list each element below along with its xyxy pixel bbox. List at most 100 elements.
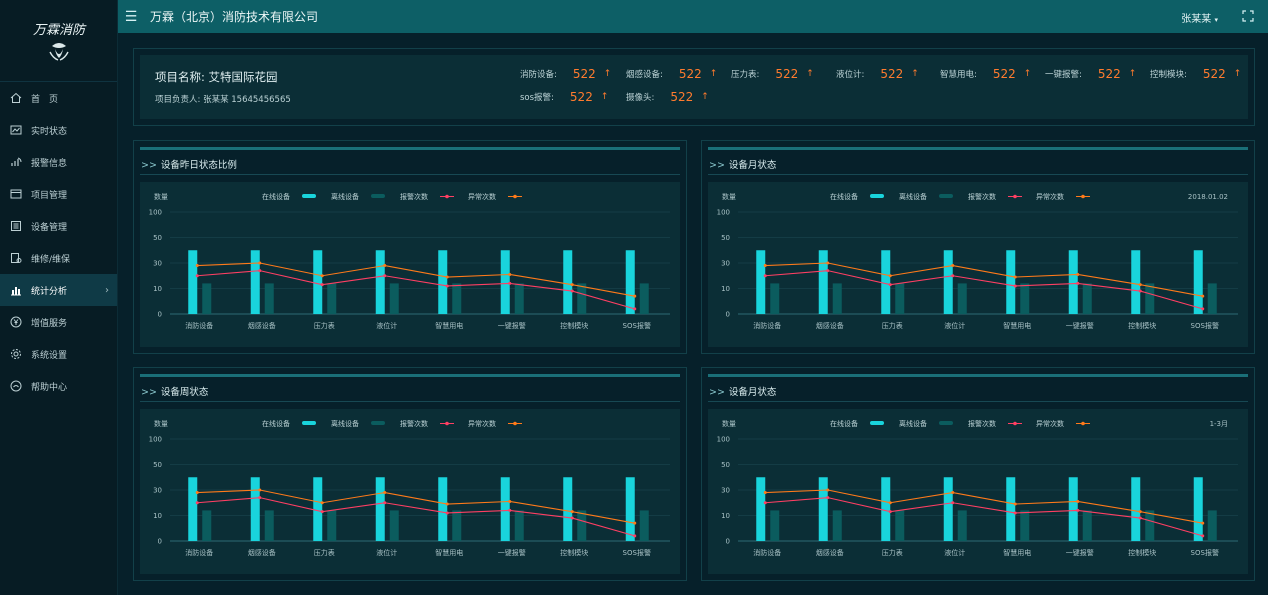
bar-online bbox=[1131, 477, 1141, 541]
monitor-chart-icon bbox=[10, 124, 22, 136]
sidebar-item-3[interactable]: 项目管理 bbox=[0, 178, 117, 210]
bar-offline bbox=[202, 283, 212, 314]
line-abnormal bbox=[197, 262, 635, 297]
legend-alarms-marker bbox=[445, 421, 449, 426]
point-alarms bbox=[508, 508, 512, 512]
bar-online bbox=[625, 250, 635, 314]
point-alarms bbox=[1201, 307, 1205, 311]
x-tick-label: 一键报警 bbox=[498, 321, 526, 330]
y-axis-label: 数量 bbox=[154, 192, 168, 201]
bar-offline bbox=[770, 283, 780, 314]
bar-online bbox=[188, 477, 198, 541]
chart-card-yesterday: >> 设备昨日状态比例 数量 在线设备 离线设备 报警次数 异常次数 100 50 30 10 0 消… bbox=[133, 140, 687, 354]
bar-online bbox=[250, 477, 260, 541]
x-tick-label: 烟感设备 bbox=[816, 321, 844, 330]
yen-circle-icon bbox=[10, 316, 22, 328]
x-tick-label: 烟感设备 bbox=[816, 548, 844, 557]
x-tick-label: 智慧用电 bbox=[435, 321, 463, 330]
bar-online bbox=[1068, 250, 1078, 314]
point-abnormal bbox=[633, 521, 637, 525]
bar-offline bbox=[1207, 510, 1217, 541]
fullscreen-icon[interactable] bbox=[1242, 10, 1254, 22]
sidebar-item-label: 实时状态 bbox=[31, 126, 68, 137]
legend-abnormal-label: 异常次数 bbox=[468, 419, 496, 428]
chevron-down-icon: ▾ bbox=[1214, 16, 1218, 24]
x-tick-label: 消防设备 bbox=[753, 548, 781, 557]
bar-offline bbox=[957, 510, 967, 541]
chart-date: 1-3月 bbox=[1210, 420, 1228, 428]
y-tick-label: 50 bbox=[153, 461, 162, 469]
bar-offline bbox=[452, 283, 462, 314]
y-tick-label: 30 bbox=[153, 260, 162, 268]
arrow-up-icon: ↑ bbox=[603, 69, 612, 79]
chart-title: >> 设备月状态 bbox=[709, 160, 777, 171]
sidebar-item-0[interactable]: 首 页 bbox=[0, 82, 117, 114]
legend-offline-swatch bbox=[939, 421, 953, 425]
bar-offline bbox=[327, 283, 337, 314]
arrow-up-icon: ↑ bbox=[1023, 69, 1032, 79]
sidebar-item-2[interactable]: 报警信息 bbox=[0, 146, 117, 178]
x-tick-label: 压力表 bbox=[882, 321, 903, 330]
line-alarms bbox=[765, 270, 1203, 310]
point-alarms bbox=[826, 269, 830, 273]
stat-item: 摄像头: 522 ↑ bbox=[626, 90, 709, 104]
point-alarms bbox=[1076, 281, 1080, 285]
bar-online bbox=[313, 250, 323, 314]
sidebar-item-4[interactable]: 设备管理 bbox=[0, 210, 117, 242]
user-menu[interactable]: 张某某 ▾ bbox=[1181, 10, 1218, 25]
sidebar-item-9[interactable]: 帮助中心 bbox=[0, 370, 117, 402]
bar-online bbox=[625, 477, 635, 541]
menu-toggle-icon[interactable]: ☰ bbox=[124, 8, 138, 25]
bar-offline bbox=[202, 510, 212, 541]
y-tick-label: 0 bbox=[726, 311, 730, 319]
bar-online bbox=[881, 250, 891, 314]
point-abnormal bbox=[951, 491, 955, 495]
x-tick-label: 消防设备 bbox=[185, 548, 213, 557]
point-abnormal bbox=[258, 488, 262, 492]
point-abnormal bbox=[383, 264, 387, 268]
company-title: 万霖（北京）消防技术有限公司 bbox=[150, 10, 319, 24]
sidebar-item-1[interactable]: 实时状态 bbox=[0, 114, 117, 146]
sidebar-item-8[interactable]: 系统设置 bbox=[0, 338, 117, 370]
arrow-up-icon: ↑ bbox=[1233, 69, 1242, 79]
bar-online bbox=[188, 250, 198, 314]
bar-chart-icon bbox=[10, 284, 22, 296]
y-tick-label: 10 bbox=[721, 512, 730, 520]
bar-online bbox=[756, 477, 766, 541]
x-tick-label: SOS报警 bbox=[623, 321, 651, 330]
stat-value: 522 bbox=[775, 67, 799, 81]
point-abnormal bbox=[1013, 502, 1017, 506]
chart-date: 2018.01.02 bbox=[1188, 193, 1228, 201]
stat-item: 消防设备: 522 ↑ bbox=[520, 67, 611, 81]
legend-online-label: 在线设备 bbox=[262, 419, 290, 428]
point-abnormal bbox=[826, 261, 830, 265]
point-alarms bbox=[1138, 289, 1142, 293]
y-tick-label: 10 bbox=[153, 512, 162, 520]
chart-card-week: >> 设备周状态 数量 在线设备 离线设备 报警次数 异常次数 100 50 30 10 0 消防设备… bbox=[133, 367, 687, 581]
point-alarms bbox=[570, 516, 574, 520]
bar-online bbox=[1193, 477, 1203, 541]
sidebar-item-5[interactable]: 维修/维保 bbox=[0, 242, 117, 274]
point-abnormal bbox=[633, 294, 637, 298]
stat-label: 一键报警: bbox=[1045, 70, 1082, 80]
sidebar-item-7[interactable]: 增值服务 bbox=[0, 306, 117, 338]
legend-abnormal-marker bbox=[513, 194, 517, 199]
point-alarms bbox=[383, 274, 387, 278]
chart-card-month: >> 设备月状态 数量 在线设备 离线设备 报警次数 异常次数 2018.01.02 100 5… bbox=[701, 140, 1255, 354]
stat-value: 522 bbox=[569, 90, 593, 104]
point-alarms bbox=[763, 274, 767, 278]
bar-offline bbox=[264, 510, 274, 541]
line-alarms bbox=[765, 497, 1203, 537]
arrow-up-icon: ↑ bbox=[701, 92, 709, 102]
x-tick-label: 一键报警 bbox=[498, 548, 526, 557]
point-alarms bbox=[633, 534, 637, 538]
legend-alarms-label: 报警次数 bbox=[968, 192, 996, 201]
x-tick-label: 液位计 bbox=[944, 548, 965, 557]
svg-text:万霖消防: 万霖消防 bbox=[32, 23, 86, 38]
chart-card-quarter: >> 设备月状态 数量 在线设备 离线设备 报警次数 异常次数 1-3月 100 50 30 10 0… bbox=[701, 367, 1255, 581]
sidebar-item-6[interactable]: 统计分析 › bbox=[0, 274, 117, 306]
point-abnormal bbox=[888, 501, 892, 505]
bar-online bbox=[881, 477, 891, 541]
legend-online-label: 在线设备 bbox=[830, 419, 858, 428]
